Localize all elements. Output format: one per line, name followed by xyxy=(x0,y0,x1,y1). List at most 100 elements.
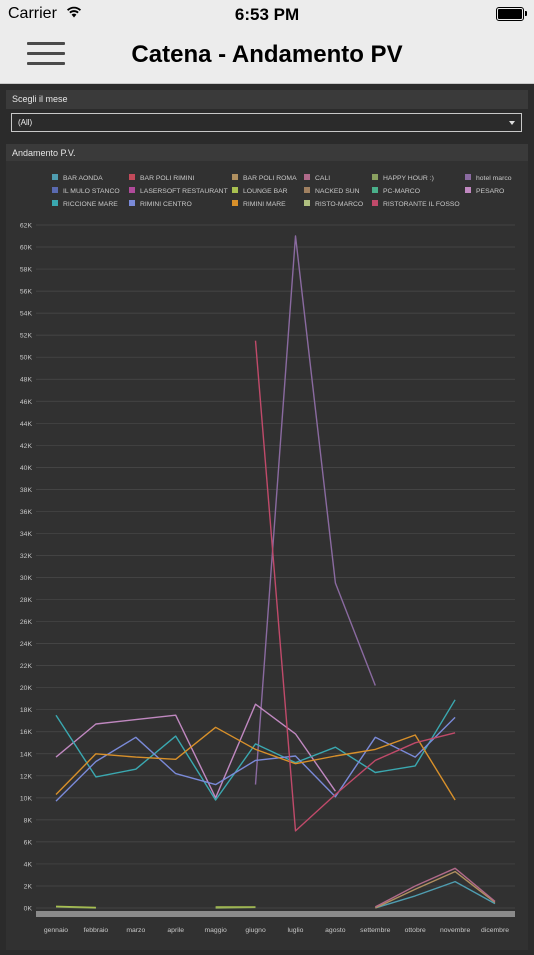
y-tick-label: 52K xyxy=(20,333,33,340)
y-tick-label: 30K xyxy=(20,575,33,582)
y-tick-label: 14K xyxy=(20,751,33,758)
battery-icon xyxy=(496,7,527,21)
series-line xyxy=(254,340,456,832)
line-chart: BAR AONDA BAR POLI RIMINI BAR POLI ROMA CAL… xyxy=(20,174,515,934)
navigation-bar: Catena - Andamento PV xyxy=(0,28,534,84)
y-tick-label: 48K xyxy=(20,377,33,384)
y-tick-label: 8K xyxy=(24,817,33,824)
chart-panel: BAR AONDA BAR POLI RIMINI BAR POLI ROMA CAL… xyxy=(6,161,528,950)
legend-swatch xyxy=(232,174,238,180)
legend-label: BAR POLI RIMINI xyxy=(140,175,194,182)
series-line xyxy=(55,699,456,801)
legend-label: HAPPY HOUR :) xyxy=(383,175,434,182)
legend-swatch xyxy=(304,200,310,206)
y-tick-label: 4K xyxy=(24,861,33,868)
legend-label: RISTORANTE IL FOSSO xyxy=(383,201,460,208)
clock: 6:53 PM xyxy=(234,5,300,24)
carrier-label: Carrier xyxy=(8,5,57,22)
legend-swatch xyxy=(129,187,135,193)
legend-label: RICCIONE MARE xyxy=(63,201,118,208)
legend-swatch xyxy=(465,174,471,180)
x-tick-label: giugno xyxy=(245,927,266,934)
legend-swatch xyxy=(232,187,238,193)
y-tick-label: 46K xyxy=(20,399,33,406)
y-tick-label: 42K xyxy=(20,443,33,450)
y-tick-label: 60K xyxy=(20,245,33,252)
x-tick-label: febbraio xyxy=(84,927,109,934)
hamburger-menu-icon[interactable] xyxy=(27,40,65,68)
legend-label: LASERSOFT RESTAURANT xyxy=(140,188,228,195)
y-tick-label: 44K xyxy=(20,421,33,428)
legend-label: PESARO xyxy=(476,188,504,195)
y-tick-label: 20K xyxy=(20,685,33,692)
y-tick-label: 50K xyxy=(20,355,33,362)
y-tick-label: 24K xyxy=(20,641,33,648)
series-line xyxy=(55,703,336,799)
series-line xyxy=(55,726,456,801)
series-line xyxy=(55,716,456,802)
page-title: Catena - Andamento PV xyxy=(131,41,403,68)
x-tick-label: gennaio xyxy=(44,927,68,934)
legend-swatch xyxy=(52,187,58,193)
y-tick-label: 26K xyxy=(20,619,33,626)
legend-swatch xyxy=(372,187,378,193)
series-line xyxy=(55,905,96,909)
x-tick-label: luglio xyxy=(288,927,304,934)
legend-swatch xyxy=(304,174,310,180)
y-tick-label: 54K xyxy=(20,311,33,318)
legend-label: RIMINI MARE xyxy=(243,201,286,208)
y-tick-label: 34K xyxy=(20,531,33,538)
y-tick-label: 22K xyxy=(20,663,33,670)
status-bar: Carrier 6:53 PM xyxy=(0,0,534,28)
legend-label: CALI xyxy=(315,175,330,182)
x-tick-label: agosto xyxy=(325,927,346,934)
legend-swatch xyxy=(129,174,135,180)
legend-label: BAR POLI ROMA xyxy=(243,175,297,182)
legend-label: RIMINI CENTRO xyxy=(140,201,192,208)
y-tick-label: 6K xyxy=(24,839,33,846)
y-tick-label: 62K xyxy=(20,223,33,230)
legend-swatch xyxy=(465,187,471,193)
y-tick-label: 18K xyxy=(20,707,33,714)
y-tick-label: 58K xyxy=(20,267,33,274)
y-tick-label: 28K xyxy=(20,597,33,604)
x-tick-label: maggio xyxy=(204,927,227,934)
legend-label: IL MULO STANCO xyxy=(63,188,120,195)
month-filter-header: Scegli il mese xyxy=(6,90,528,109)
y-tick-label: 2K xyxy=(24,883,33,890)
wifi-icon xyxy=(66,6,82,18)
y-tick-label: 40K xyxy=(20,465,33,472)
y-tick-label: 36K xyxy=(20,509,33,516)
legend-swatch xyxy=(372,200,378,206)
y-tick-label: 16K xyxy=(20,729,33,736)
series-line xyxy=(375,870,496,909)
legend-swatch xyxy=(52,174,58,180)
series-line xyxy=(254,235,376,785)
x-tick-label: dicembre xyxy=(481,927,509,934)
month-select-value: (All) xyxy=(18,118,33,127)
y-tick-label: 32K xyxy=(20,553,33,560)
x-tick-label: settembre xyxy=(360,927,390,934)
legend-swatch xyxy=(52,200,58,206)
series-line xyxy=(374,867,496,908)
range-scrollbar xyxy=(36,911,515,917)
series-line xyxy=(375,880,496,909)
legend-label: BAR AONDA xyxy=(63,175,103,182)
y-tick-label: 38K xyxy=(20,487,33,494)
y-tick-label: 10K xyxy=(20,795,33,802)
legend-label: RISTO-MARCO xyxy=(315,201,363,208)
legend-swatch xyxy=(129,200,135,206)
x-tick-label: ottobre xyxy=(405,927,426,934)
x-tick-label: novembre xyxy=(440,927,470,934)
chart-panel-header: Andamento P.V. xyxy=(6,144,528,163)
legend-swatch xyxy=(372,174,378,180)
y-tick-label: 0K xyxy=(24,906,33,913)
month-select[interactable]: (All) xyxy=(11,113,522,132)
legend-label: hotel marco xyxy=(476,175,512,182)
legend-label: PC-MARCO xyxy=(383,188,420,195)
x-tick-label: marzo xyxy=(126,927,145,934)
legend-swatch xyxy=(304,187,310,193)
y-tick-label: 12K xyxy=(20,773,33,780)
legend-swatch xyxy=(232,200,238,206)
legend-label: LOUNGE BAR xyxy=(243,188,288,195)
